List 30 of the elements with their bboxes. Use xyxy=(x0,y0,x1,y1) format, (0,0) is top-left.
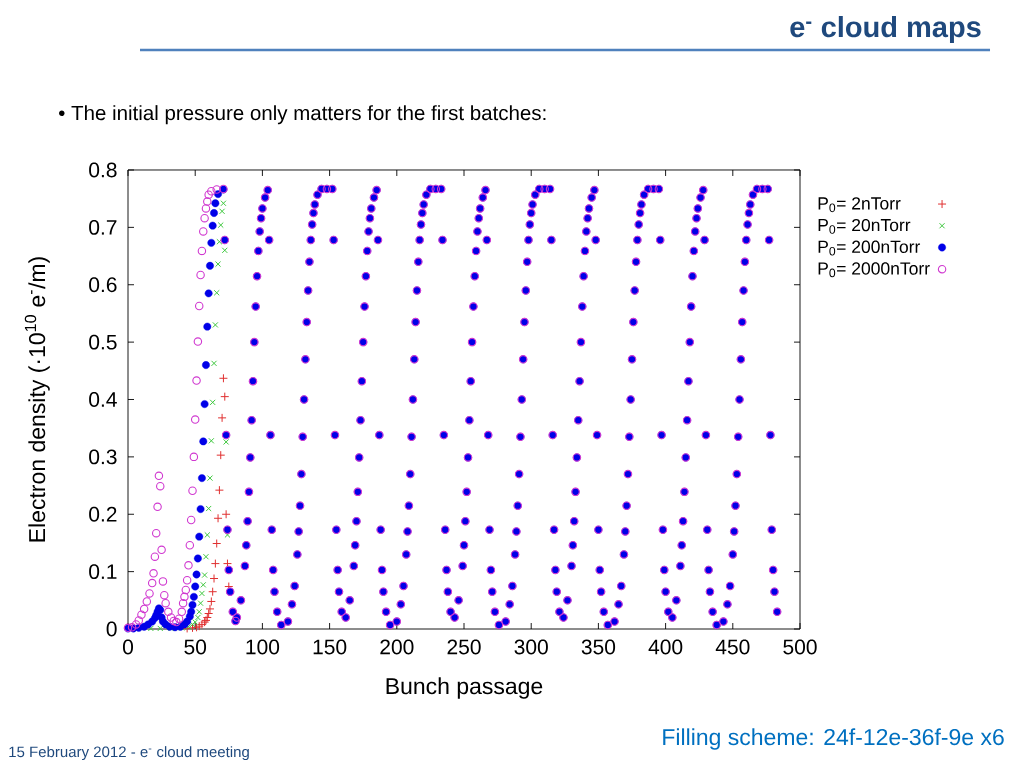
x-tick-label: 50 xyxy=(184,639,207,655)
x-tick-label: 100 xyxy=(246,639,280,655)
y-tick-label: 0.6 xyxy=(89,277,117,293)
x-tick-label: 200 xyxy=(380,639,414,655)
y-axis-title: Electron density (·10$^{10}$ e$^{-}$/m) xyxy=(24,257,50,542)
x-tick-label: 450 xyxy=(715,639,750,655)
x-tick-label: 300 xyxy=(514,639,548,655)
y-tick-label: 0.4 xyxy=(89,392,117,407)
legend-label: P$_{0}$= 2000nTorr xyxy=(818,262,930,278)
legend-label: P$_{0}$= 200nTorr xyxy=(818,240,921,256)
y-tick-label: 0.3 xyxy=(89,449,117,465)
text: e$^{-}$ cloud maps xyxy=(790,15,981,44)
y-tick-label: 0 xyxy=(106,621,117,637)
legend-label: P$_{0}$= 2nTorr xyxy=(818,197,901,213)
y-tick-label: 0.7 xyxy=(89,219,117,235)
y-tick-label: 0.1 xyxy=(89,564,117,580)
x-axis-title: Bunch passage xyxy=(386,677,543,699)
y-tick-label: 0.5 xyxy=(89,334,117,350)
y-tick-label: 0.2 xyxy=(89,506,117,522)
x-tick-label: 250 xyxy=(447,639,481,655)
x-tick-label: 500 xyxy=(783,639,817,655)
y-tick-label: 0.8 xyxy=(89,162,117,178)
chart-subtitle: • The initial pressure only matters for the first batches: xyxy=(59,105,546,125)
text: 15 February 2012 - e$^{-}$ cloud meeting xyxy=(9,746,249,761)
text: Filling scheme: 24f-12e-36f-9e x6 xyxy=(663,728,1004,750)
legend-label: P$_{0}$= 20nTorr xyxy=(818,218,911,234)
x-tick-label: 350 xyxy=(581,639,616,655)
x-tick-label: 0 xyxy=(122,639,134,655)
x-tick-label: 400 xyxy=(648,639,683,655)
x-tick-label: 150 xyxy=(313,639,347,655)
